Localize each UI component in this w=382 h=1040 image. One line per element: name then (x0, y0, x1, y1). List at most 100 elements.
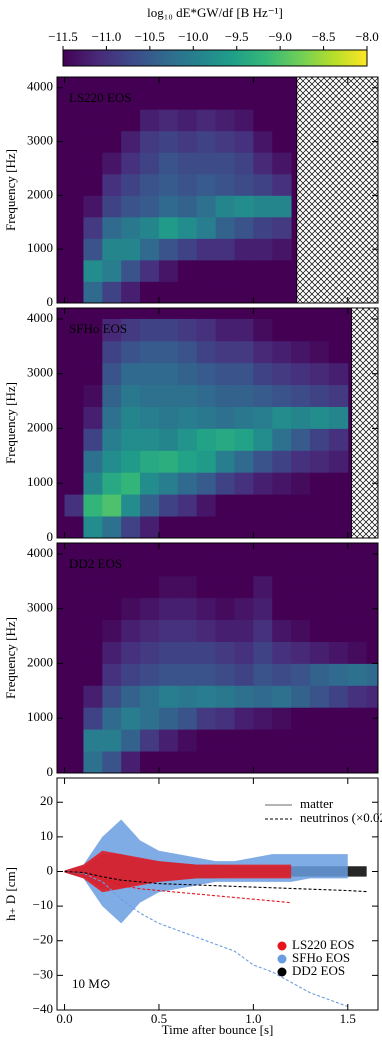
y-tick-label: 1000 (27, 240, 53, 255)
colorbar-label: log₁₀ dE*GW/df [B Hz⁻¹] (147, 5, 283, 20)
heat-cell (234, 152, 254, 175)
heat-cell (102, 663, 122, 686)
heat-cell (196, 553, 217, 577)
heat-cell (196, 663, 217, 686)
heat-cell (196, 195, 217, 218)
heat-cell (328, 362, 349, 386)
heat-cell (310, 553, 330, 577)
heat-cell (102, 597, 122, 621)
heat-cell (291, 450, 311, 473)
heat-cell (291, 751, 311, 773)
heat-cell (177, 516, 198, 538)
heat-cell (234, 109, 254, 132)
heat-cell (272, 216, 292, 239)
heat-cell (177, 238, 198, 261)
heat-cell (253, 516, 273, 538)
heat-cell (177, 362, 198, 386)
heat-cell (196, 494, 217, 517)
colorbar (62, 49, 368, 67)
heat-cell (102, 384, 122, 407)
heat-cell (83, 318, 103, 342)
heat-cell (291, 318, 311, 342)
heat-cell (121, 575, 141, 599)
heat-cell (121, 663, 141, 686)
heat-cell (366, 641, 378, 664)
legend-text: neutrinos (×0.02) (300, 810, 382, 825)
heat-cell (234, 406, 254, 429)
heat-cell (121, 259, 141, 282)
heat-cell (272, 406, 292, 429)
heat-cell (64, 428, 84, 451)
heat-cell (83, 428, 103, 451)
heat-cell (272, 195, 292, 218)
heat-cell (158, 516, 179, 538)
heat-cell (328, 575, 349, 599)
heat-cell (121, 729, 141, 752)
heat-cell (158, 450, 179, 473)
heat-cell (140, 406, 160, 429)
heat-cell (177, 619, 198, 642)
heat-cell (196, 619, 217, 642)
colorbar-tick-label: −9.0 (268, 29, 292, 44)
panel (57, 543, 378, 773)
heat-cell (272, 281, 292, 303)
heat-cell (121, 619, 141, 642)
heat-cell (140, 259, 160, 282)
heat-cell (158, 195, 179, 218)
heat-cell (196, 109, 217, 132)
panel-label: LS220 EOS (69, 90, 131, 105)
heat-cell (328, 516, 349, 538)
y-tick-label: 1000 (27, 709, 53, 724)
heat-cell (140, 619, 160, 642)
heat-cell (215, 173, 235, 196)
heat-cell (177, 384, 198, 407)
heat-cell (234, 281, 254, 303)
heat-cell (158, 318, 179, 342)
heat-cell (272, 87, 292, 110)
heat-cell (64, 87, 84, 110)
heat-cell (102, 729, 122, 752)
heat-cell (196, 685, 217, 708)
heat-cell (310, 597, 330, 621)
heat-cell (310, 494, 330, 517)
heat-cell (196, 406, 217, 429)
y-axis-label: Frequency [Hz] (3, 382, 18, 464)
heat-cell (234, 751, 254, 773)
heat-cell (177, 216, 198, 239)
heat-cell (83, 597, 103, 621)
heat-cell (234, 450, 254, 473)
heat-cell (102, 575, 122, 599)
heat-cell (347, 575, 368, 599)
heat-cell (328, 619, 349, 642)
heat-cell (196, 259, 217, 282)
heat-cell (177, 472, 198, 495)
heat-cell (253, 619, 273, 642)
heat-cell (291, 406, 311, 429)
heat-cell (177, 130, 198, 153)
heat-cell (158, 216, 179, 239)
heat-cell (196, 450, 217, 473)
y-tick-label: 3000 (27, 365, 53, 380)
heat-cell (177, 281, 198, 303)
heat-cell (102, 472, 122, 495)
heat-cell (253, 685, 273, 708)
heat-cell (347, 663, 368, 686)
heat-cell (64, 340, 84, 364)
heat-cell (272, 384, 292, 407)
heat-cell (158, 340, 179, 364)
heat-cell (64, 472, 84, 495)
heat-cell (102, 238, 122, 261)
heat-cell (291, 516, 311, 538)
heat-cell (64, 494, 84, 517)
heat-cell (215, 362, 235, 386)
heat-cell (140, 238, 160, 261)
heat-cell (366, 729, 378, 752)
heat-cell (83, 259, 103, 282)
heat-cell (140, 641, 160, 664)
heat-cell (272, 238, 292, 261)
heat-cell (328, 428, 349, 451)
heat-cell (177, 575, 198, 599)
heat-cell (158, 494, 179, 517)
heat-cell (140, 516, 160, 538)
heat-cell (64, 575, 84, 599)
